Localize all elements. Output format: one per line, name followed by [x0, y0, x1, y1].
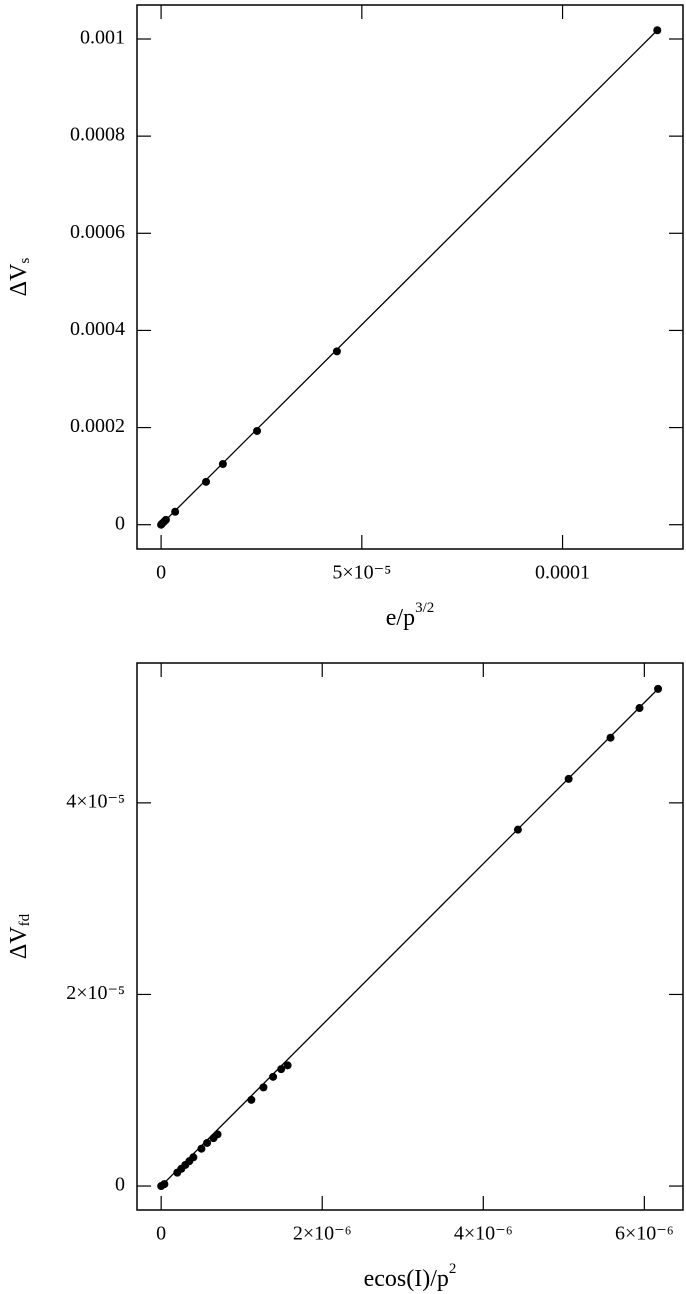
y-tick-label: 0	[115, 512, 125, 534]
y-tick-label: 0.0006	[70, 221, 125, 243]
y-label-main: ΔV	[6, 263, 32, 296]
data-point	[213, 1130, 222, 1139]
data-point	[653, 26, 662, 35]
plot: 0 2×10⁻⁶ 4×10⁻⁶ 6×10⁻⁶ 0 2×10⁻⁵ 4×10⁻⁵ ecos(I)/…	[6, 662, 684, 1292]
data-point	[247, 1095, 256, 1104]
x-label-main: ecos(I)/p	[364, 1266, 449, 1292]
y-tick-label: 0.0008	[70, 124, 125, 146]
plot-frame	[136, 662, 684, 1211]
y-label-sub: fd	[17, 913, 33, 926]
y-label-main: ΔV	[6, 926, 32, 959]
data-point	[203, 1138, 212, 1147]
data-point	[513, 825, 522, 834]
data-point	[171, 507, 180, 516]
data-point	[218, 460, 227, 468]
data-point	[269, 1072, 278, 1081]
data-point	[606, 733, 615, 742]
x-label-sup: 2	[449, 1261, 457, 1277]
x-label-sup: 3/2	[415, 600, 434, 616]
data-point	[564, 774, 573, 783]
fit-line	[160, 688, 659, 1187]
data-point	[161, 515, 170, 524]
x-tick-label: 5×10⁻⁵	[332, 562, 391, 584]
y-axis-label: ΔVs	[6, 258, 34, 297]
data-point	[277, 1065, 286, 1074]
data-point	[283, 1061, 292, 1070]
y-tick-label: 2×10⁻⁵	[66, 982, 125, 1004]
data-point	[189, 1153, 198, 1162]
data-point	[253, 426, 262, 435]
y-label-sub: s	[17, 258, 33, 264]
x-tick-label: 6×10⁻⁶	[615, 1223, 674, 1245]
fit-line	[160, 29, 658, 526]
plot: 0 5×10⁻⁵ 0.0001 0 0.0002 0.0004 0.0006 0.0008 0.…	[6, 4, 684, 631]
x-axis-label: e/p3/2	[386, 600, 435, 630]
x-label-main: e/p	[386, 605, 415, 631]
y-tick-label: 0.001	[80, 27, 125, 49]
data-point	[332, 347, 341, 356]
data-point	[202, 477, 211, 486]
y-axis-label: ΔVfd	[6, 913, 34, 959]
data-point	[654, 684, 663, 693]
data-point	[635, 704, 644, 713]
x-tick-label: 0	[156, 562, 166, 584]
y-tick-label: 0.0002	[70, 415, 125, 437]
x-tick-label: 4×10⁻⁶	[454, 1223, 513, 1245]
plot-frame	[136, 4, 684, 550]
data-point	[259, 1083, 268, 1092]
x-tick-label: 0.0001	[535, 562, 590, 584]
y-tick-label: 0	[115, 1174, 125, 1196]
x-tick-label: 2×10⁻⁶	[293, 1223, 352, 1245]
data-point	[160, 1180, 169, 1189]
data-point	[197, 1144, 206, 1153]
x-tick-label: 0	[156, 1223, 166, 1245]
y-tick-label: 0.0004	[70, 318, 125, 340]
y-tick-label: 4×10⁻⁵	[66, 790, 125, 812]
x-axis-label: ecos(I)/p2	[364, 1261, 457, 1291]
